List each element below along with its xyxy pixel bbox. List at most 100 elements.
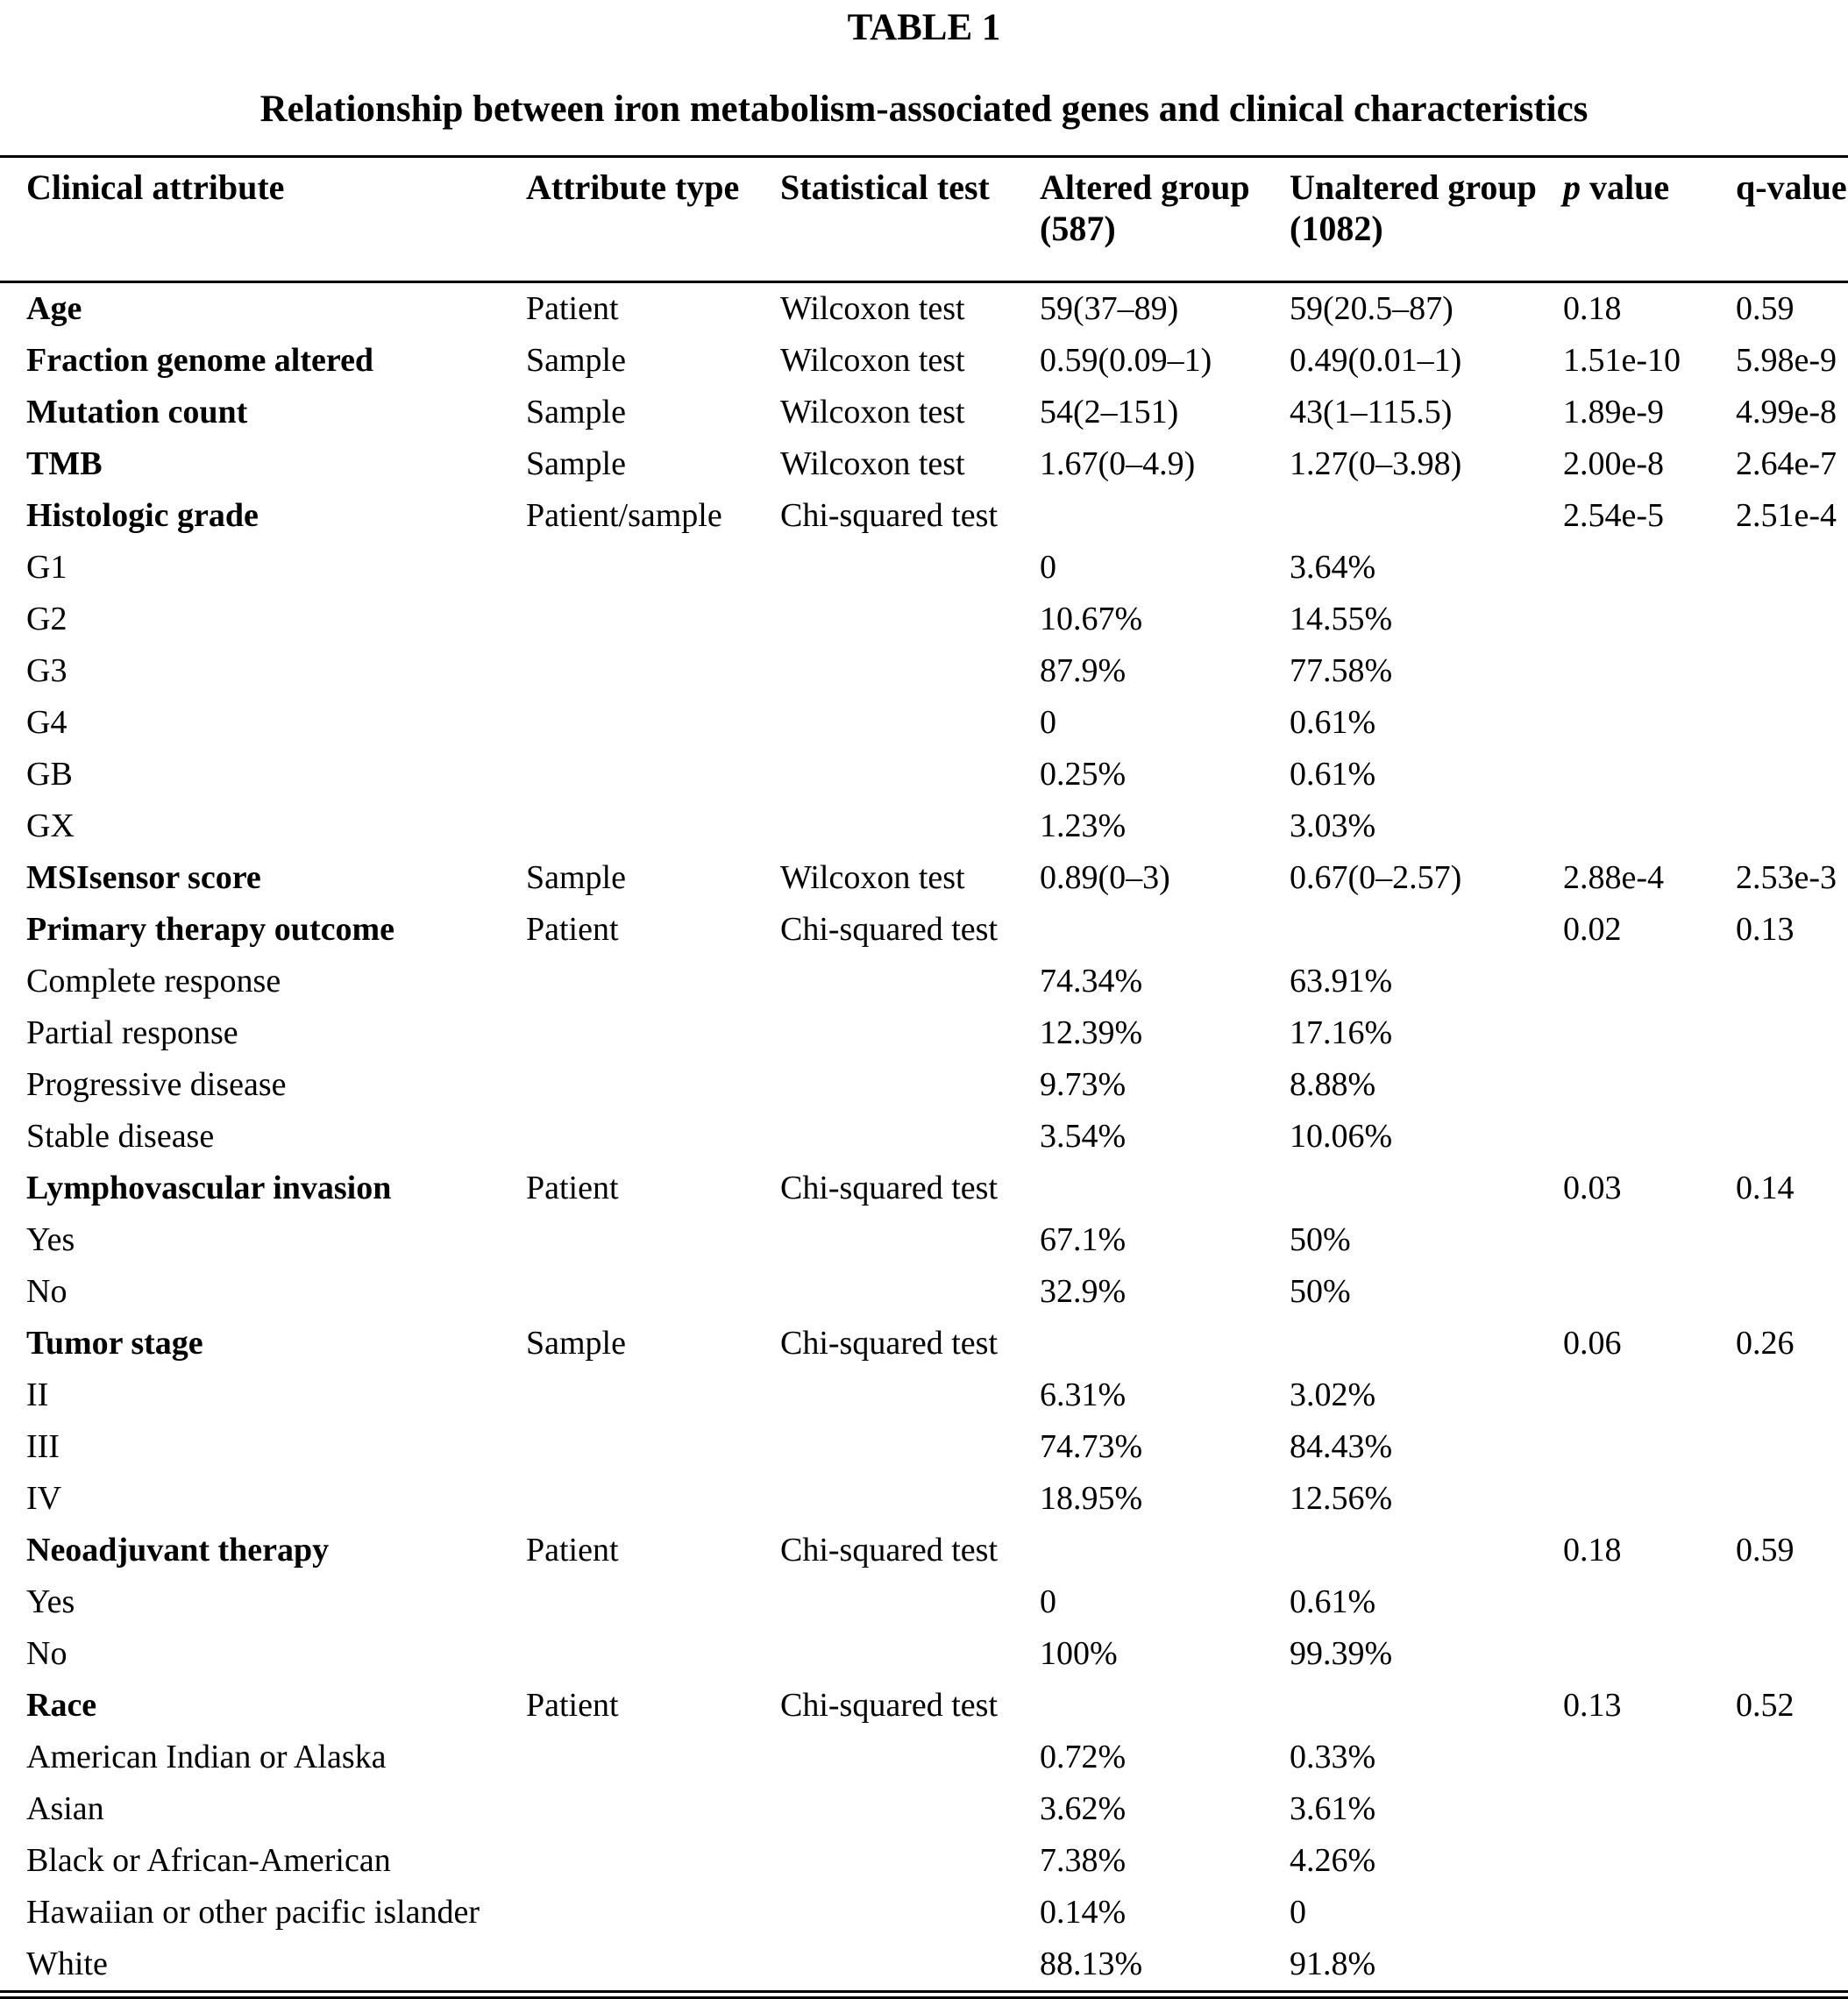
- cell-clinical-attribute: Histologic grade: [26, 497, 259, 535]
- cell-clinical-attribute: White: [26, 1946, 108, 1983]
- cell-unaltered-group: 91.8%: [1290, 1946, 1376, 1983]
- table-row: Asian 3.62% 3.61%: [0, 1783, 1848, 1835]
- cell-q-value: 0.59: [1736, 290, 1795, 328]
- cell-q-value: [1736, 1421, 1848, 1473]
- cell-statistical-test: [780, 1939, 1040, 1995]
- cell-statistical-test: Chi-squared test: [780, 1687, 999, 1725]
- cell-q-value: 0.52: [1736, 1687, 1795, 1725]
- cell-p-value: 0.02: [1563, 911, 1622, 949]
- cell-altered-group: [1040, 1318, 1290, 1369]
- cell-altered-group: 18.95%: [1040, 1480, 1143, 1518]
- table-row: Histologic grade Patient/sample Chi-squa…: [0, 490, 1848, 542]
- cell-attribute-type: [526, 1421, 780, 1473]
- cell-statistical-test: [780, 1732, 1040, 1783]
- table-row: Tumor stage Sample Chi-squared test 0.06…: [0, 1318, 1848, 1369]
- table-row: GB 0.25% 0.61%: [0, 749, 1848, 800]
- cell-unaltered-group: [1290, 1163, 1563, 1214]
- cell-unaltered-group: 50%: [1290, 1273, 1351, 1311]
- cell-clinical-attribute: G3: [26, 652, 68, 690]
- cell-unaltered-group: 3.02%: [1290, 1377, 1376, 1414]
- cell-p-value: [1563, 1628, 1736, 1680]
- cell-attribute-type: Sample: [526, 394, 626, 431]
- cell-attribute-type: [526, 749, 780, 800]
- cell-clinical-attribute: No: [26, 1635, 68, 1673]
- table-row: American Indian or Alaska 0.72% 0.33%: [0, 1732, 1848, 1783]
- cell-attribute-type: Sample: [526, 859, 626, 897]
- cell-altered-group: 74.34%: [1040, 963, 1143, 1000]
- cell-p-value: 0.06: [1563, 1325, 1622, 1362]
- cell-p-value: [1563, 645, 1736, 697]
- cell-statistical-test: [780, 800, 1040, 852]
- cell-q-value: 0.26: [1736, 1325, 1795, 1362]
- table-row: Age Patient Wilcoxon test 59(37–89) 59(2…: [0, 281, 1848, 335]
- cell-altered-group: 100%: [1040, 1635, 1118, 1673]
- cell-q-value: [1736, 594, 1848, 645]
- cell-clinical-attribute: IV: [26, 1480, 62, 1518]
- cell-statistical-test: Wilcoxon test: [780, 394, 965, 431]
- cell-p-value: 2.54e-5: [1563, 497, 1665, 535]
- cell-attribute-type: [526, 1059, 780, 1111]
- cell-attribute-type: [526, 1111, 780, 1163]
- cell-altered-group: 0.89(0–3): [1040, 859, 1170, 897]
- table-row: Fraction genome altered Sample Wilcoxon …: [0, 335, 1848, 387]
- cell-q-value: 0.13: [1736, 911, 1795, 949]
- cell-q-value: [1736, 1732, 1848, 1783]
- cell-unaltered-group: [1290, 490, 1563, 542]
- cell-p-value: [1563, 1887, 1736, 1939]
- cell-altered-group: [1040, 490, 1290, 542]
- table-caption: Relationship between iron metabolism-ass…: [259, 89, 1589, 131]
- cell-altered-group: 67.1%: [1040, 1221, 1127, 1259]
- cell-attribute-type: [526, 1214, 780, 1266]
- cell-unaltered-group: 14.55%: [1290, 601, 1393, 638]
- cell-attribute-type: Sample: [526, 445, 626, 483]
- cell-p-value: [1563, 1111, 1736, 1163]
- cell-statistical-test: [780, 1214, 1040, 1266]
- cell-statistical-test: Chi-squared test: [780, 497, 999, 535]
- cell-clinical-attribute: Lymphovascular invasion: [26, 1170, 392, 1207]
- cell-attribute-type: Patient: [526, 1687, 619, 1725]
- cell-attribute-type: Patient: [526, 911, 619, 949]
- cell-attribute-type: [526, 1007, 780, 1059]
- cell-unaltered-group: [1290, 1680, 1563, 1732]
- cell-altered-group: [1040, 1163, 1290, 1214]
- cell-q-value: [1736, 1887, 1848, 1939]
- cell-clinical-attribute: No: [26, 1273, 68, 1311]
- cell-unaltered-group: 10.06%: [1290, 1118, 1393, 1156]
- cell-unaltered-group: 12.56%: [1290, 1480, 1393, 1518]
- cell-clinical-attribute: Fraction genome altered: [26, 342, 374, 380]
- cell-q-value: [1736, 1835, 1848, 1887]
- cell-clinical-attribute: Yes: [26, 1221, 75, 1259]
- cell-unaltered-group: 99.39%: [1290, 1635, 1393, 1673]
- cell-p-value: [1563, 800, 1736, 852]
- cell-attribute-type: Patient: [526, 1532, 619, 1569]
- cell-q-value: [1736, 1939, 1848, 1995]
- cell-q-value: 0.14: [1736, 1170, 1795, 1207]
- table-row: Partial response 12.39% 17.16%: [0, 1007, 1848, 1059]
- cell-unaltered-group: 1.27(0–3.98): [1290, 445, 1462, 483]
- cell-p-value: [1563, 1214, 1736, 1266]
- cell-statistical-test: [780, 1887, 1040, 1939]
- table-row: Lymphovascular invasion Patient Chi-squa…: [0, 1163, 1848, 1214]
- cell-p-value: [1563, 1783, 1736, 1835]
- table-row: Yes 67.1% 50%: [0, 1214, 1848, 1266]
- cell-p-value: 2.00e-8: [1563, 445, 1665, 483]
- cell-altered-group: 7.38%: [1040, 1842, 1127, 1880]
- cell-unaltered-group: 0.49(0.01–1): [1290, 342, 1462, 380]
- table-row: Progressive disease 9.73% 8.88%: [0, 1059, 1848, 1111]
- cell-unaltered-group: 3.03%: [1290, 807, 1376, 845]
- cell-unaltered-group: 3.64%: [1290, 549, 1376, 587]
- col-unaltered-group-label: Unaltered group: [1290, 167, 1537, 207]
- cell-attribute-type: [526, 1732, 780, 1783]
- cell-altered-group: 9.73%: [1040, 1066, 1127, 1104]
- cell-clinical-attribute: G2: [26, 601, 68, 638]
- table-row: No 100% 99.39%: [0, 1628, 1848, 1680]
- cell-p-value: [1563, 697, 1736, 749]
- cell-p-value: [1563, 1732, 1736, 1783]
- cell-attribute-type: Sample: [526, 342, 626, 380]
- cell-p-value: [1563, 1059, 1736, 1111]
- cell-altered-group: 87.9%: [1040, 652, 1127, 690]
- cell-unaltered-group: [1290, 1318, 1563, 1369]
- cell-clinical-attribute: Primary therapy outcome: [26, 911, 394, 949]
- cell-statistical-test: Chi-squared test: [780, 1532, 999, 1569]
- cell-statistical-test: Wilcoxon test: [780, 445, 965, 483]
